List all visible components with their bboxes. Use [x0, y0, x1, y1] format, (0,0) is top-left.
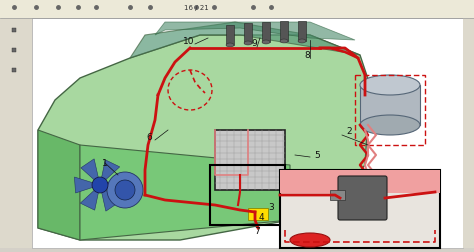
Polygon shape — [80, 185, 100, 210]
Polygon shape — [74, 177, 100, 193]
Bar — [330, 190, 345, 200]
Bar — [248, 208, 268, 220]
FancyBboxPatch shape — [338, 176, 387, 220]
Bar — [355, 75, 425, 145]
Bar — [0, 0, 474, 18]
Polygon shape — [100, 185, 119, 211]
Bar — [210, 165, 285, 225]
Text: 7: 7 — [254, 227, 260, 236]
Text: 1: 1 — [102, 159, 108, 168]
Ellipse shape — [360, 115, 420, 135]
Polygon shape — [100, 160, 120, 185]
Text: 2: 2 — [346, 128, 352, 137]
Ellipse shape — [298, 39, 306, 43]
Ellipse shape — [244, 41, 252, 45]
Text: 10: 10 — [183, 38, 195, 47]
Text: 6: 6 — [146, 134, 152, 142]
Circle shape — [92, 177, 108, 193]
Text: 8: 8 — [304, 50, 310, 59]
Ellipse shape — [262, 40, 270, 44]
Polygon shape — [38, 130, 80, 240]
Bar — [226, 25, 234, 45]
Bar — [280, 170, 440, 193]
Polygon shape — [38, 35, 370, 240]
Bar — [463, 18, 474, 248]
Bar — [262, 22, 270, 42]
Bar — [280, 21, 288, 41]
Ellipse shape — [280, 39, 288, 43]
Polygon shape — [155, 22, 355, 40]
Polygon shape — [80, 145, 290, 240]
Ellipse shape — [226, 43, 234, 47]
Polygon shape — [360, 85, 420, 125]
Text: 16 / 21: 16 / 21 — [183, 5, 209, 11]
Text: 9: 9 — [251, 39, 257, 47]
Ellipse shape — [360, 75, 420, 95]
Bar — [280, 170, 440, 248]
Bar — [215, 130, 285, 190]
Circle shape — [115, 180, 135, 200]
Bar — [244, 23, 252, 43]
Polygon shape — [130, 22, 360, 58]
Text: 5: 5 — [314, 150, 320, 160]
Circle shape — [107, 172, 143, 208]
Polygon shape — [81, 159, 100, 185]
Text: 4: 4 — [258, 213, 264, 223]
Polygon shape — [100, 177, 126, 193]
Ellipse shape — [290, 233, 330, 247]
Bar — [0, 18, 32, 248]
Text: 3: 3 — [268, 203, 274, 211]
Bar — [298, 21, 306, 41]
